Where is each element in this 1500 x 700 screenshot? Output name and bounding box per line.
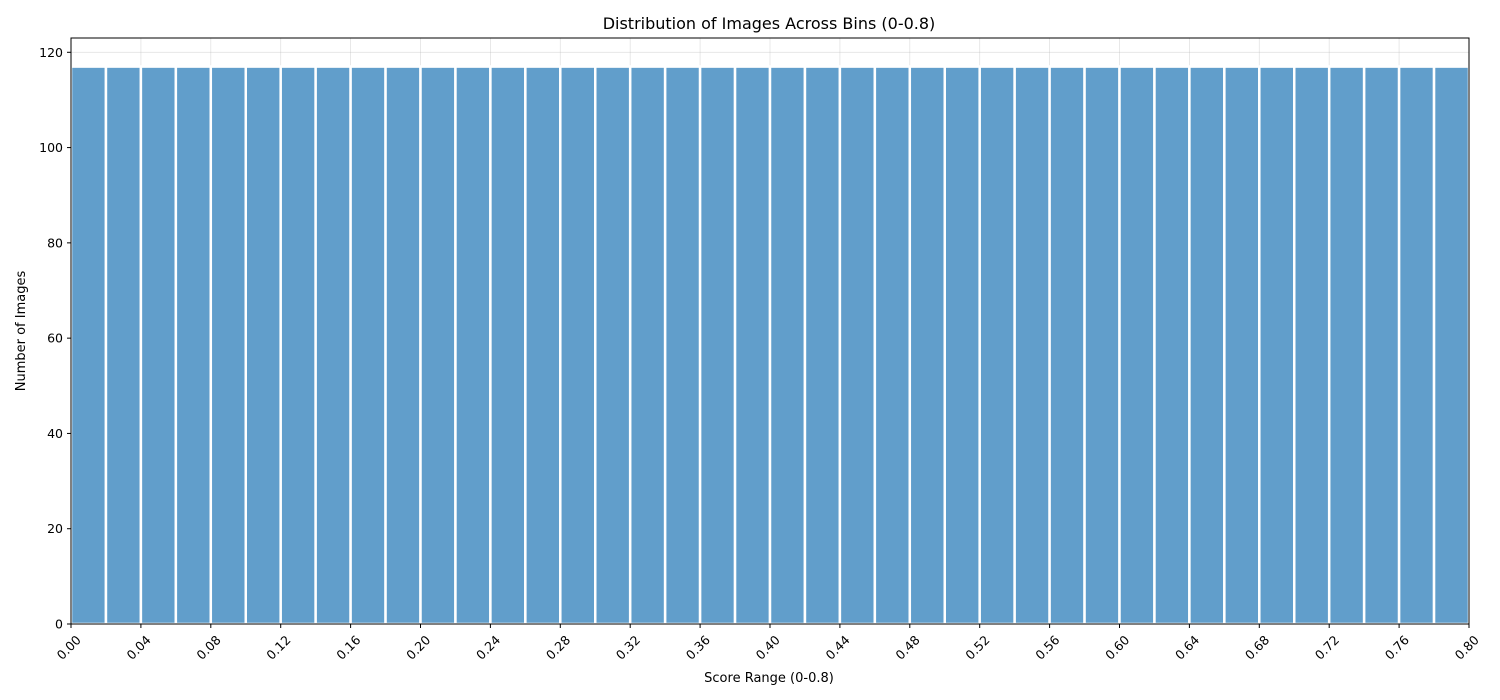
x-ticks: 0.00 0.04 0.08 0.12 0.16 0.20 0.24 0.28 0.32 0.36…	[54, 624, 1482, 663]
histogram-bar	[908, 65, 946, 626]
histogram-bar	[1048, 65, 1086, 626]
histogram-bar	[559, 65, 597, 626]
y-tick-label: 60	[47, 331, 63, 346]
histogram-bar	[419, 65, 457, 626]
histogram-bar	[314, 65, 352, 626]
histogram-bar	[663, 65, 702, 626]
x-tick-label: 0.68	[1242, 632, 1272, 662]
x-tick-label: 0.04	[124, 632, 154, 662]
bars-layer	[69, 65, 1471, 626]
histogram-bar	[1432, 65, 1471, 626]
histogram-bar	[1362, 65, 1401, 626]
x-tick-label: 0.64	[1172, 632, 1202, 662]
histogram-bar	[628, 65, 667, 626]
histogram-bar	[174, 65, 213, 626]
x-axis-label: Score Range (0-0.8)	[704, 671, 834, 686]
histogram-bar	[803, 65, 842, 626]
x-tick-label: 0.72	[1312, 632, 1342, 662]
histogram-bar	[279, 65, 317, 626]
x-tick-label: 0.80	[1452, 632, 1482, 662]
y-tick-label: 0	[55, 617, 63, 632]
histogram-bar	[209, 65, 248, 626]
histogram-bar	[524, 65, 562, 626]
y-tick-label: 100	[39, 140, 63, 155]
histogram-bar	[104, 65, 143, 626]
histogram-bar	[1223, 65, 1261, 626]
chart-title: Distribution of Images Across Bins (0-0.…	[603, 14, 936, 33]
x-tick-label: 0.56	[1032, 632, 1062, 662]
histogram-bar	[139, 65, 178, 626]
histogram-bar	[943, 65, 981, 626]
x-tick-label: 0.40	[753, 632, 783, 662]
y-tick-label: 80	[47, 235, 63, 250]
histogram-bar	[698, 65, 737, 626]
y-tick-label: 20	[47, 521, 63, 536]
x-tick-label: 0.20	[403, 632, 433, 662]
x-tick-label: 0.44	[823, 632, 853, 662]
histogram-bar	[1118, 65, 1156, 626]
histogram-bar	[244, 65, 282, 626]
x-tick-label: 0.08	[193, 632, 223, 662]
histogram-bar	[384, 65, 422, 626]
y-tick-label: 120	[39, 45, 63, 60]
histogram-bar	[733, 65, 772, 626]
histogram-bar	[1083, 65, 1121, 626]
y-ticks: 0 20 40 60 80 100 120	[39, 45, 71, 632]
histogram-bar	[1013, 65, 1051, 626]
x-tick-label: 0.12	[263, 632, 293, 662]
histogram-bar	[838, 65, 877, 626]
histogram-bar	[489, 65, 527, 626]
histogram-bar	[69, 65, 108, 626]
x-tick-label: 0.28	[543, 632, 573, 662]
x-tick-label: 0.60	[1102, 632, 1132, 662]
x-tick-label: 0.48	[892, 632, 922, 662]
x-tick-label: 0.76	[1382, 632, 1412, 662]
histogram-bar	[1153, 65, 1191, 626]
histogram-bar	[349, 65, 387, 626]
x-tick-label: 0.32	[613, 632, 643, 662]
histogram-bar	[594, 65, 632, 626]
x-tick-label: 0.24	[473, 632, 503, 662]
histogram-bar	[768, 65, 807, 626]
histogram-bar	[454, 65, 492, 626]
histogram-bar	[1188, 65, 1226, 626]
x-tick-label: 0.00	[54, 632, 84, 662]
x-tick-label: 0.36	[683, 632, 713, 662]
histogram-bar	[1258, 65, 1296, 626]
histogram-bar	[978, 65, 1016, 626]
histogram-bar	[1293, 65, 1331, 626]
y-tick-label: 40	[47, 426, 63, 441]
x-tick-label: 0.52	[962, 632, 992, 662]
histogram-bar	[1397, 65, 1436, 626]
x-tick-label: 0.16	[333, 632, 363, 662]
histogram-bar	[873, 65, 912, 626]
histogram-bar	[1327, 65, 1366, 626]
y-axis-label: Number of Images	[14, 271, 29, 392]
